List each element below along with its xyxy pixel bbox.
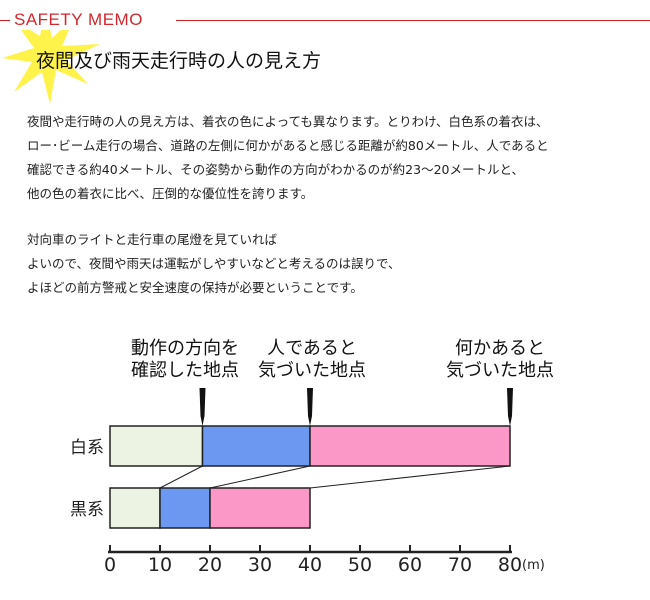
starburst-icon	[2, 8, 100, 104]
marker-pointer-icon	[307, 388, 313, 426]
connector-line	[209, 465, 311, 489]
marker-label: 気づいた地点	[446, 360, 554, 381]
header-rule-left	[0, 20, 12, 21]
page-title: 夜間及び雨天走行時の人の見え方	[36, 50, 322, 72]
bar-segment	[209, 487, 311, 529]
x-unit-label: (m)	[522, 558, 545, 573]
paragraph-2-line: よほどの前方警戒と安全速度の保持が必要ということです。	[27, 280, 363, 295]
x-tick-label: 70	[448, 554, 472, 576]
bar-segment	[309, 425, 511, 467]
marker-label: 人であると	[267, 338, 357, 359]
paragraph-2-line: よいので、夜間や雨天は運転がしやすいなどと考えるのは誤りで、	[27, 256, 401, 271]
x-tick-label: 60	[398, 554, 422, 576]
x-tick-label: 40	[298, 554, 322, 576]
bar-segment	[109, 425, 204, 467]
bar-segment	[201, 425, 311, 467]
x-tick-label: 80	[498, 554, 522, 576]
x-tick-label: 10	[148, 554, 172, 576]
paragraph-1-line: 確認できる約40メートル、その姿勢から動作の方向がわかるのが約23～20メートル…	[27, 162, 524, 177]
x-tick-label: 30	[248, 554, 272, 576]
header-rule-right	[176, 20, 650, 21]
category-label: 黒系	[70, 500, 104, 520]
marker-label: 動作の方向を	[131, 338, 239, 359]
paragraph-1-line: 夜間や走行時の人の見え方は、着衣の色によっても異なります。とりわけ、白色系の着衣…	[27, 114, 549, 129]
x-tick-label: 50	[348, 554, 372, 576]
marker-label: 何かあると	[455, 338, 545, 359]
marker-pointer-icon	[199, 388, 206, 426]
marker-label: 確認した地点	[131, 360, 239, 381]
header: SAFETY MEMO 夜間及び雨天走行時の人の見え方	[0, 0, 650, 104]
header-label: SAFETY MEMO	[10, 10, 147, 30]
x-tick-label: 0	[104, 554, 116, 576]
x-tick-label: 20	[198, 554, 222, 576]
connector-line	[309, 465, 511, 489]
paragraph-2: 対向車のライトと走行車の尾燈を見ていれば よいので、夜間や雨天は運転がしやすいな…	[27, 228, 642, 300]
paragraph-1-line: 他の色の着衣に比べ、圧倒的な優位性を誇ります。	[27, 186, 314, 201]
marker-label: 気づいた地点	[258, 360, 366, 381]
paragraph-1-line: ロー･ビーム走行の場合、道路の左側に何かがあると感じる距離が約80メートル、人で…	[27, 138, 549, 153]
bar-segment	[159, 487, 211, 529]
paragraph-2-line: 対向車のライトと走行車の尾燈を見ていれば	[27, 232, 278, 247]
bar-segment	[109, 487, 161, 529]
category-label: 白系	[70, 438, 104, 458]
paragraph-1: 夜間や走行時の人の見え方は、着衣の色によっても異なります。とりわけ、白色系の着衣…	[27, 110, 642, 206]
marker-pointer-icon	[507, 388, 513, 426]
connector-line	[159, 465, 203, 489]
